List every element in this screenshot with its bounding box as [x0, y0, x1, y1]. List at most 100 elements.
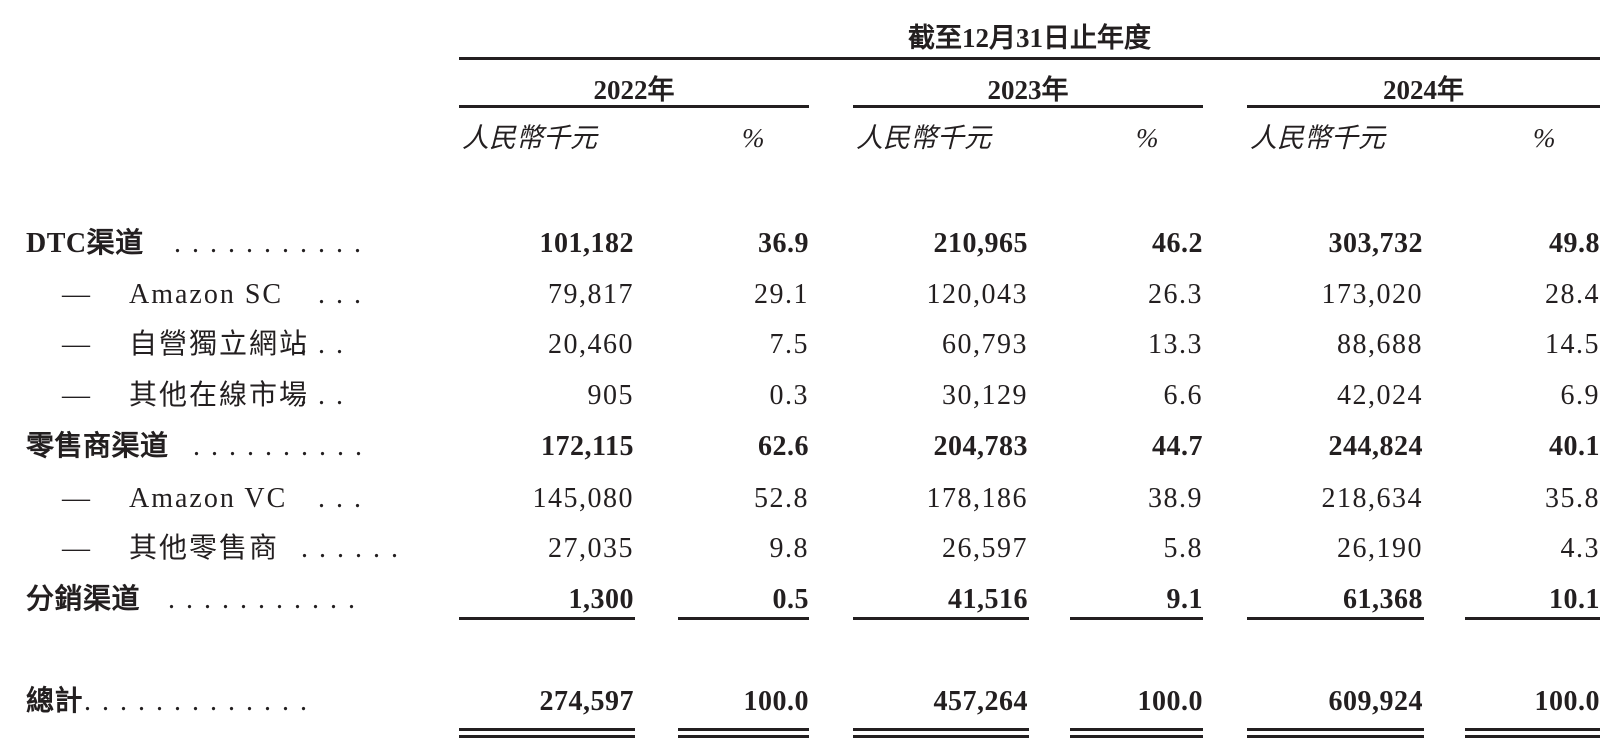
total-double-rule	[678, 735, 809, 738]
percent-cell: 40.1	[1549, 431, 1600, 462]
percent-cell: 38.9	[1148, 483, 1203, 514]
percent-cell: 13.3	[1148, 329, 1203, 360]
percent-cell: 6.9	[1560, 380, 1600, 411]
subtotal-rule	[678, 617, 809, 620]
total-amount-cell: 457,264	[933, 686, 1028, 717]
amount-cell: 26,190	[1337, 533, 1423, 564]
amount-cell: 101,182	[539, 228, 634, 259]
dash: —	[62, 329, 92, 360]
unit-percent: %	[742, 123, 765, 153]
dot-leader: . . .	[300, 329, 345, 360]
unit-amount: 人民幣千元	[462, 123, 597, 153]
dot-leader: . . . . . . . . . . .	[174, 228, 363, 259]
year-header: 2022年	[593, 75, 675, 105]
amount-cell: 60,793	[942, 329, 1028, 360]
dot-leader: . . . . . . . . . . .	[168, 584, 357, 615]
year-header: 2024年	[1383, 75, 1464, 105]
subtotal-rule	[1247, 617, 1424, 620]
percent-cell: 10.1	[1549, 584, 1600, 615]
year-header: 2023年	[987, 75, 1069, 105]
amount-cell: 210,965	[933, 228, 1028, 259]
amount-cell: 178,186	[926, 483, 1028, 514]
total-double-rule	[1070, 735, 1203, 738]
percent-cell: 9.8	[769, 533, 809, 564]
percent-cell: 62.6	[758, 431, 809, 462]
total-amount-cell: 609,924	[1328, 686, 1423, 717]
total-double-rule	[1465, 728, 1600, 731]
amount-cell: 303,732	[1328, 228, 1423, 259]
amount-cell: 27,035	[548, 533, 634, 564]
percent-cell: 7.5	[769, 329, 809, 360]
percent-cell: 29.1	[754, 279, 809, 310]
row-label: Amazon SC	[129, 279, 284, 310]
subtotal-rule	[459, 617, 635, 620]
total-amount-cell: 274,597	[539, 686, 634, 717]
row-label: 其他零售商	[129, 533, 280, 564]
total-label: 總計	[26, 686, 84, 717]
amount-cell: 61,368	[1343, 584, 1423, 615]
amount-cell: 145,080	[532, 483, 634, 514]
period-header: 截至12月31日止年度	[908, 23, 1151, 53]
total-double-rule	[459, 728, 635, 731]
total-percent-cell: 100.0	[743, 686, 809, 717]
total-double-rule	[1070, 728, 1203, 731]
percent-cell: 0.5	[772, 584, 809, 615]
amount-cell: 173,020	[1321, 279, 1423, 310]
unit-percent: %	[1136, 123, 1159, 153]
subtotal-rule	[1465, 617, 1600, 620]
row-label: Amazon VC	[129, 483, 288, 514]
percent-cell: 6.6	[1163, 380, 1203, 411]
amount-cell: 88,688	[1337, 329, 1423, 360]
row-label: 自營獨立網站	[129, 329, 310, 360]
amount-cell: 172,115	[541, 431, 634, 462]
dash: —	[62, 279, 92, 310]
amount-cell: 30,129	[942, 380, 1028, 411]
percent-cell: 14.5	[1545, 329, 1600, 360]
subtotal-rule	[1070, 617, 1203, 620]
row-label: 其他在線市場	[129, 380, 310, 411]
total-double-rule	[853, 735, 1029, 738]
amount-cell: 20,460	[548, 329, 634, 360]
total-double-rule	[1247, 728, 1424, 731]
amount-cell: 26,597	[942, 533, 1028, 564]
amount-cell: 218,634	[1321, 483, 1423, 514]
percent-cell: 26.3	[1148, 279, 1203, 310]
percent-cell: 44.7	[1152, 431, 1203, 462]
percent-cell: 5.8	[1163, 533, 1203, 564]
dot-leader: . . .	[300, 380, 345, 411]
total-double-rule	[1247, 735, 1424, 738]
dot-leader: . . .	[318, 279, 363, 310]
dot-leader: . . . . . .	[301, 533, 400, 564]
total-double-rule	[678, 728, 809, 731]
amount-cell: 244,824	[1328, 431, 1423, 462]
total-percent-cell: 100.0	[1534, 686, 1600, 717]
amount-cell: 1,300	[568, 584, 634, 615]
total-percent-cell: 100.0	[1137, 686, 1203, 717]
dot-leader: . . .	[318, 483, 363, 514]
percent-cell: 36.9	[758, 228, 809, 259]
dash: —	[62, 380, 92, 411]
percent-cell: 46.2	[1152, 228, 1203, 259]
dash: —	[62, 483, 92, 514]
year-rule	[459, 105, 809, 108]
total-double-rule	[1465, 735, 1600, 738]
row-label: DTC渠道	[26, 228, 144, 259]
unit-amount: 人民幣千元	[856, 123, 991, 153]
amount-cell: 204,783	[933, 431, 1028, 462]
amount-cell: 120,043	[926, 279, 1028, 310]
year-rule	[853, 105, 1203, 108]
unit-percent: %	[1533, 123, 1556, 153]
amount-cell: 41,516	[948, 584, 1028, 615]
total-double-rule	[459, 735, 635, 738]
percent-cell: 4.3	[1560, 533, 1600, 564]
percent-cell: 0.3	[769, 380, 809, 411]
dash: —	[62, 533, 92, 564]
percent-cell: 9.1	[1166, 584, 1203, 615]
dot-leader: . . . . . . . . . . . . .	[84, 686, 309, 717]
total-double-rule	[853, 728, 1029, 731]
percent-cell: 49.8	[1549, 228, 1600, 259]
year-rule	[1247, 105, 1600, 108]
subtotal-rule	[853, 617, 1029, 620]
row-label: 分銷渠道	[26, 584, 141, 615]
unit-amount: 人民幣千元	[1250, 123, 1385, 153]
